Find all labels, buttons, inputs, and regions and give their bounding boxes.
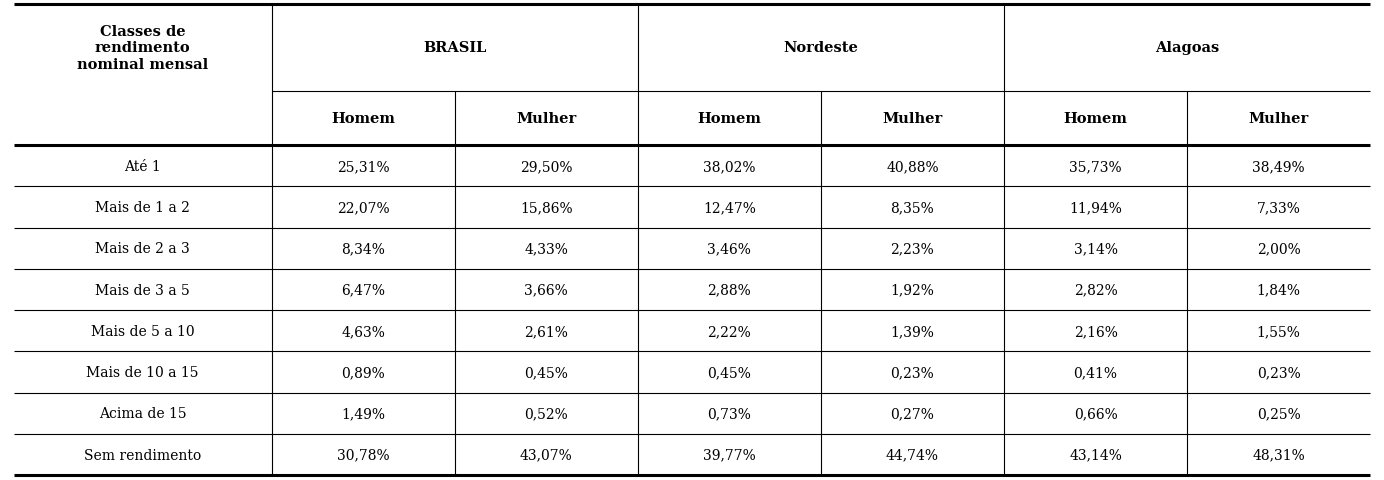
Text: 0,27%: 0,27% [890, 407, 934, 420]
Text: Mais de 5 a 10: Mais de 5 a 10 [91, 324, 195, 338]
Text: Sem rendimento: Sem rendimento [84, 448, 201, 462]
Text: Homem: Homem [698, 112, 761, 126]
Text: Mais de 3 a 5: Mais de 3 a 5 [95, 283, 190, 297]
Text: 1,84%: 1,84% [1257, 283, 1301, 297]
Text: 0,45%: 0,45% [525, 365, 569, 379]
Text: BRASIL: BRASIL [424, 41, 486, 55]
Text: Mulher: Mulher [882, 112, 943, 126]
Text: 0,25%: 0,25% [1257, 407, 1301, 420]
Text: Mais de 10 a 15: Mais de 10 a 15 [86, 365, 199, 379]
Text: 44,74%: 44,74% [886, 448, 938, 462]
Text: Acima de 15: Acima de 15 [98, 407, 187, 420]
Text: 1,39%: 1,39% [890, 324, 934, 338]
Text: 2,00%: 2,00% [1257, 242, 1301, 256]
Text: 2,22%: 2,22% [707, 324, 752, 338]
Text: 15,86%: 15,86% [520, 201, 573, 215]
Text: 0,89%: 0,89% [342, 365, 385, 379]
Text: Mais de 2 a 3: Mais de 2 a 3 [95, 242, 190, 256]
Text: 1,92%: 1,92% [890, 283, 934, 297]
Text: 39,77%: 39,77% [703, 448, 756, 462]
Text: 3,46%: 3,46% [707, 242, 752, 256]
Text: 22,07%: 22,07% [336, 201, 389, 215]
Text: 0,73%: 0,73% [707, 407, 752, 420]
Text: Homem: Homem [1063, 112, 1128, 126]
Text: 3,14%: 3,14% [1074, 242, 1117, 256]
Text: 12,47%: 12,47% [703, 201, 756, 215]
Text: Mais de 1 a 2: Mais de 1 a 2 [95, 201, 190, 215]
Text: 7,33%: 7,33% [1257, 201, 1301, 215]
Text: 48,31%: 48,31% [1253, 448, 1305, 462]
Text: 8,35%: 8,35% [890, 201, 934, 215]
Text: 38,49%: 38,49% [1253, 159, 1305, 173]
Text: 40,88%: 40,88% [886, 159, 938, 173]
Text: Mulher: Mulher [516, 112, 576, 126]
Text: 29,50%: 29,50% [520, 159, 573, 173]
Text: 25,31%: 25,31% [336, 159, 389, 173]
Text: Nordeste: Nordeste [783, 41, 858, 55]
Text: 2,82%: 2,82% [1074, 283, 1117, 297]
Text: 0,23%: 0,23% [890, 365, 934, 379]
Text: 1,55%: 1,55% [1257, 324, 1301, 338]
Text: 3,66%: 3,66% [525, 283, 567, 297]
Text: Alagoas: Alagoas [1154, 41, 1219, 55]
Text: Mulher: Mulher [1248, 112, 1309, 126]
Text: 1,49%: 1,49% [340, 407, 385, 420]
Text: 2,16%: 2,16% [1074, 324, 1117, 338]
Text: 2,61%: 2,61% [525, 324, 569, 338]
Text: Classes de
rendimento
nominal mensal: Classes de rendimento nominal mensal [78, 25, 209, 72]
Text: 2,88%: 2,88% [707, 283, 752, 297]
Text: 11,94%: 11,94% [1068, 201, 1122, 215]
Text: 0,52%: 0,52% [525, 407, 567, 420]
Text: 0,41%: 0,41% [1074, 365, 1117, 379]
Text: 2,23%: 2,23% [890, 242, 934, 256]
Text: Até 1: Até 1 [125, 159, 161, 173]
Text: 0,66%: 0,66% [1074, 407, 1117, 420]
Text: 38,02%: 38,02% [703, 159, 756, 173]
Text: 4,63%: 4,63% [340, 324, 385, 338]
Text: Homem: Homem [331, 112, 394, 126]
Text: 0,23%: 0,23% [1257, 365, 1301, 379]
Text: 30,78%: 30,78% [336, 448, 389, 462]
Text: 6,47%: 6,47% [340, 283, 385, 297]
Text: 4,33%: 4,33% [525, 242, 569, 256]
Text: 43,14%: 43,14% [1068, 448, 1122, 462]
Text: 35,73%: 35,73% [1070, 159, 1122, 173]
Text: 43,07%: 43,07% [520, 448, 573, 462]
Text: 8,34%: 8,34% [340, 242, 385, 256]
Text: 0,45%: 0,45% [707, 365, 752, 379]
